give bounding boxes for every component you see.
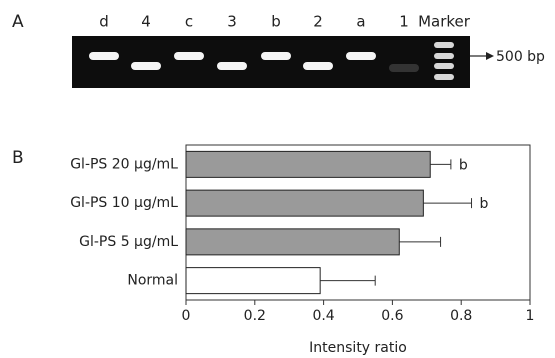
panel-label: A	[12, 12, 24, 32]
lane-label: 3	[227, 13, 237, 31]
gel-band	[89, 52, 119, 60]
annotation: b	[459, 157, 468, 173]
lane-label: b	[271, 13, 281, 31]
x-tick-label: 0.4	[312, 308, 334, 324]
y-tick-label: Gl-PS 10 μg/mL	[70, 195, 178, 211]
bar	[186, 268, 320, 294]
annotation: b	[480, 196, 489, 212]
marker-band	[434, 63, 454, 69]
error-bar	[399, 237, 440, 247]
lane-label: d	[99, 13, 109, 31]
marker-band	[434, 42, 454, 48]
x-tick-label: 0	[182, 308, 191, 324]
error-bar	[423, 198, 471, 208]
x-tick-label: 0.2	[244, 308, 266, 324]
marker-band	[434, 53, 454, 59]
error-bar	[320, 276, 375, 286]
bar	[186, 190, 423, 216]
y-tick-label: Normal	[127, 273, 178, 289]
gel-band	[217, 62, 247, 70]
x-tick-label: 1	[526, 308, 535, 324]
error-bar	[430, 159, 451, 169]
gel-band	[346, 52, 376, 60]
bar	[186, 151, 430, 177]
marker-arrowhead	[486, 52, 494, 60]
lane-label: c	[185, 13, 193, 31]
y-tick-label: Gl-PS 5 μg/mL	[79, 234, 178, 250]
lane-label: 1	[399, 13, 409, 31]
marker-band	[434, 74, 454, 80]
lane-label: Marker	[418, 13, 471, 31]
y-tick-label: Gl-PS 20 μg/mL	[70, 156, 178, 172]
gel-band	[303, 62, 333, 70]
gel-band	[261, 52, 291, 60]
gel-band	[174, 52, 204, 60]
marker-label: 500 bp	[496, 49, 545, 65]
lane-label: a	[356, 13, 365, 31]
lane-label: 4	[141, 13, 151, 31]
panel-label: B	[12, 148, 24, 168]
bar	[186, 229, 399, 255]
figure: A 500 bp B Intensity ratio d 4 c 3 b 2 a 1 Marke…	[0, 0, 555, 358]
x-axis-label: Intensity ratio	[309, 340, 407, 356]
gel-band	[389, 64, 419, 72]
x-tick-label: 0.6	[381, 308, 403, 324]
gel-band	[131, 62, 161, 70]
x-tick-label: 0.8	[450, 308, 472, 324]
gel-image	[72, 36, 470, 88]
lane-label: 2	[313, 13, 323, 31]
